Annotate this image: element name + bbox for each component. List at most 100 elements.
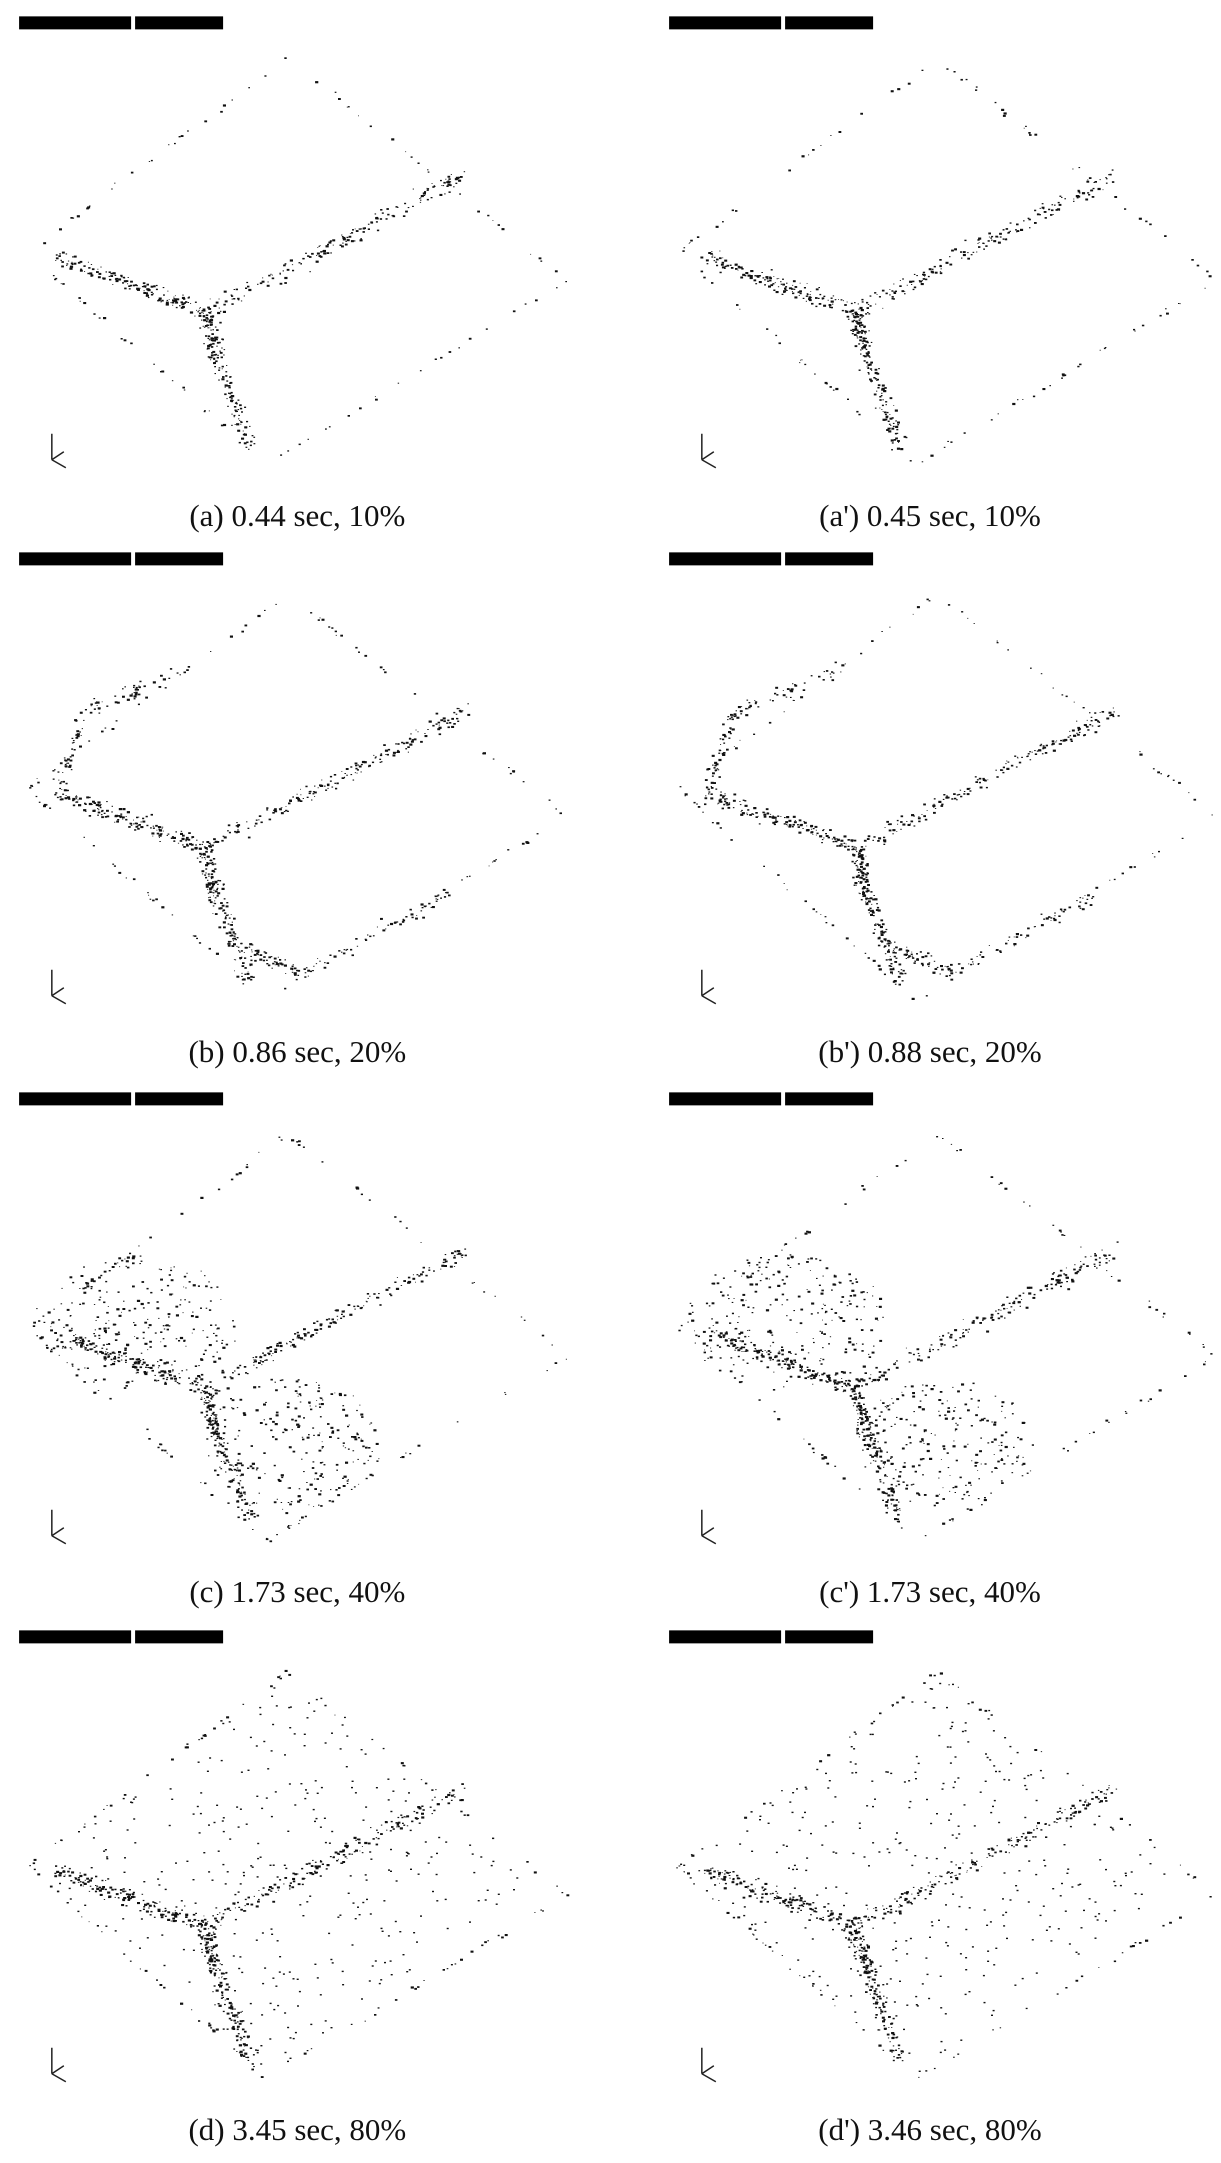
- point: [758, 1270, 760, 1271]
- point: [1083, 707, 1085, 708]
- point: [946, 795, 948, 796]
- point: [200, 849, 201, 850]
- point: [228, 824, 231, 826]
- point: [444, 896, 446, 898]
- point: [253, 977, 254, 978]
- point: [730, 265, 732, 266]
- point: [367, 935, 368, 936]
- point: [1010, 222, 1012, 223]
- point: [277, 1499, 278, 1500]
- point: [134, 1308, 136, 1310]
- point: [238, 1430, 240, 1431]
- point: [217, 893, 219, 894]
- point: [756, 816, 758, 818]
- point: [263, 956, 266, 958]
- point: [1062, 740, 1065, 742]
- point: [877, 1457, 878, 1458]
- point: [234, 415, 236, 416]
- point: [733, 1364, 735, 1365]
- point: [324, 967, 327, 969]
- point: [728, 807, 731, 809]
- point: [754, 700, 755, 701]
- point: [77, 1337, 78, 1338]
- point: [833, 390, 835, 391]
- point: [414, 693, 416, 695]
- point: [328, 626, 330, 627]
- point: [150, 827, 152, 828]
- point: [82, 1303, 85, 1305]
- point: [706, 260, 708, 261]
- point: [147, 892, 149, 893]
- point: [791, 288, 793, 290]
- point: [1139, 754, 1142, 756]
- point: [822, 1347, 824, 1348]
- point: [1100, 179, 1101, 180]
- point: [1034, 1294, 1036, 1295]
- point: [689, 1313, 692, 1315]
- point: [694, 1331, 695, 1332]
- point: [112, 728, 115, 730]
- point: [879, 408, 880, 409]
- point: [284, 811, 286, 812]
- point: [766, 808, 769, 810]
- point: [134, 1367, 137, 1369]
- point: [298, 1337, 301, 1339]
- point: [317, 1390, 320, 1392]
- point: [1048, 209, 1050, 211]
- point: [99, 1290, 101, 1292]
- point: [736, 717, 739, 719]
- point: [133, 823, 134, 824]
- point: [1071, 1279, 1074, 1281]
- point: [234, 416, 235, 417]
- point: [72, 798, 75, 800]
- point: [116, 1308, 119, 1310]
- point: [861, 324, 864, 326]
- point: [880, 926, 883, 928]
- point: [201, 1271, 202, 1272]
- point: [179, 1377, 181, 1378]
- point: [896, 1367, 899, 1369]
- point: [87, 206, 90, 208]
- point: [285, 810, 287, 812]
- point: [385, 929, 386, 930]
- point: [865, 865, 867, 866]
- point: [124, 288, 126, 290]
- point: [380, 755, 382, 757]
- point: [242, 965, 245, 967]
- point: [847, 399, 849, 400]
- point: [97, 269, 98, 270]
- point: [142, 1364, 144, 1365]
- point: [860, 318, 862, 319]
- point: [205, 1285, 208, 1287]
- point: [796, 1332, 797, 1333]
- point: [819, 1360, 821, 1361]
- point: [770, 700, 772, 701]
- point: [47, 1348, 48, 1349]
- point: [1089, 724, 1091, 725]
- point: [208, 327, 209, 328]
- point: [29, 787, 31, 789]
- point: [202, 857, 203, 858]
- point: [341, 771, 342, 772]
- point: [1077, 727, 1080, 729]
- point: [186, 837, 188, 838]
- point: [740, 1340, 742, 1341]
- point: [137, 1300, 140, 1302]
- point: [1078, 730, 1080, 731]
- point: [223, 884, 225, 886]
- point: [231, 914, 232, 915]
- point: [868, 330, 869, 331]
- point: [268, 965, 270, 967]
- point: [947, 441, 949, 442]
- point: [61, 1288, 62, 1289]
- point: [84, 1368, 85, 1369]
- point: [243, 978, 246, 980]
- point: [1008, 1312, 1011, 1314]
- point: [224, 898, 226, 899]
- point: [887, 943, 889, 944]
- point: [352, 229, 354, 230]
- point: [888, 1488, 891, 1490]
- point: [863, 1435, 866, 1437]
- point: [180, 833, 183, 835]
- point: [229, 383, 231, 385]
